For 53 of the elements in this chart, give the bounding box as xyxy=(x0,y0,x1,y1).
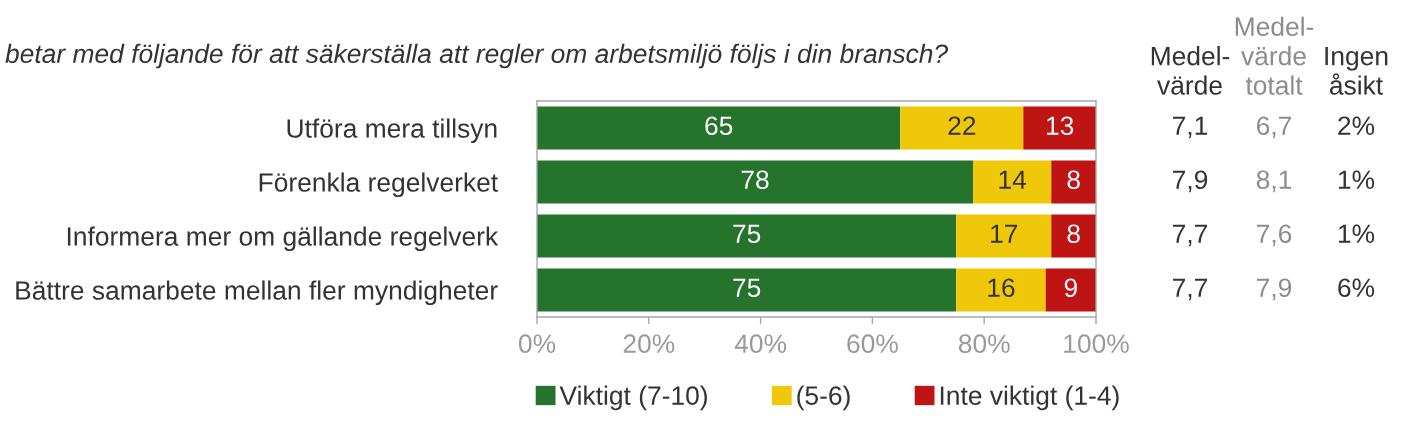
chart-title: betar med följande för att säkerställa att regler om arbetsmiljö följs i din bransch? xyxy=(5,43,949,69)
bar xyxy=(900,106,1024,150)
x-tick-label: 100% xyxy=(1064,334,1129,354)
text: 8,1 xyxy=(1256,170,1292,193)
text: 1% xyxy=(1338,224,1375,243)
text: Medel- värde xyxy=(1151,46,1230,95)
text: 6,7 xyxy=(1257,116,1292,139)
data-label: 22 xyxy=(948,116,976,135)
text: 6% xyxy=(1338,278,1375,298)
bar xyxy=(537,106,901,150)
data-label: 78 xyxy=(741,170,769,190)
legend-label: Viktigt (7-10) xyxy=(559,385,707,411)
data-label: 14 xyxy=(999,170,1027,189)
y-tick-label: Förenkla regelverket xyxy=(259,172,498,198)
y-tick-label: Bättre samarbete mellan fler myndigheter xyxy=(16,280,498,306)
data-label: 75 xyxy=(733,278,761,298)
x-tick-label: 20% xyxy=(623,334,675,354)
x-tick-label: 80% xyxy=(958,334,1010,354)
bar xyxy=(973,160,1052,204)
text: Medel- värde totalt xyxy=(1235,16,1314,95)
text: 7,6 xyxy=(1257,224,1292,247)
text: 1% xyxy=(1338,170,1375,189)
bar xyxy=(1045,268,1096,312)
text: 7,9 xyxy=(1257,278,1292,301)
text: 7,1 xyxy=(1173,116,1208,139)
text: Ingen åsikt xyxy=(1325,46,1388,95)
data-label: 16 xyxy=(988,278,1015,298)
data-label: 13 xyxy=(1047,116,1074,136)
data-label: 8 xyxy=(1067,170,1080,190)
text: 7,7 xyxy=(1173,278,1208,301)
x-tick-label: 60% xyxy=(847,334,898,354)
legend-label: (5-6) xyxy=(797,385,850,411)
legend-label: Inte viktigt (1-4) xyxy=(940,385,1119,411)
text: 7,7 xyxy=(1173,224,1208,247)
bar xyxy=(537,160,974,204)
bar xyxy=(1023,106,1096,150)
x-tick-label: 40% xyxy=(734,334,787,354)
y-tick-label: Utföra mera tillsyn xyxy=(287,118,497,144)
data-label: 65 xyxy=(705,116,733,136)
bar xyxy=(1051,160,1096,204)
data-label: 9 xyxy=(1064,278,1077,298)
text: 2% xyxy=(1338,116,1375,135)
data-label: 75 xyxy=(733,224,761,244)
text: 7,9 xyxy=(1173,170,1208,193)
data-label: 17 xyxy=(991,224,1018,243)
x-tick-label: 0% xyxy=(518,334,556,354)
bar xyxy=(1051,214,1096,258)
bar xyxy=(537,268,957,312)
data-label: 8 xyxy=(1067,224,1080,244)
y-tick-label: Informera mer om gällande regelverk xyxy=(67,226,499,252)
bar xyxy=(956,214,1052,258)
bar xyxy=(537,214,957,258)
bar xyxy=(956,268,1046,312)
